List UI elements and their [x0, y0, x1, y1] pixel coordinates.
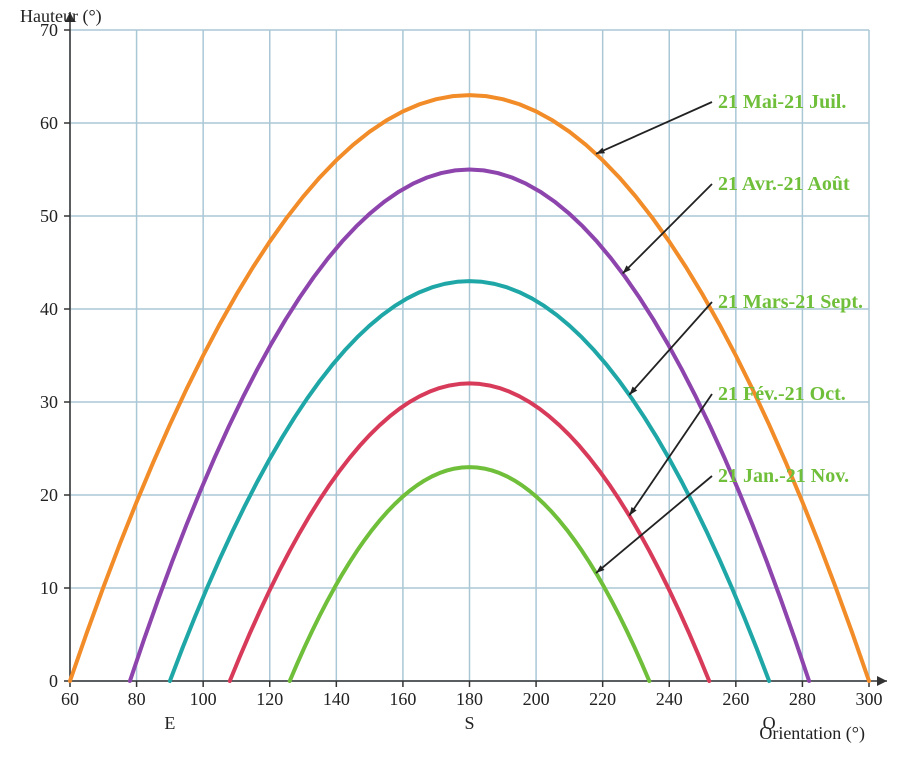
x-tick-label: 220: [589, 689, 616, 709]
x-tick-label: 300: [856, 689, 883, 709]
y-tick-label: 20: [40, 485, 58, 505]
legend-label-may_jul: 21 Mai-21 Juil.: [718, 91, 846, 113]
leader-arrow: [629, 507, 636, 516]
direction-label: E: [164, 713, 175, 733]
axes: 6080100120140160180200220240260280300ESO…: [20, 6, 887, 744]
legend-label-feb_oct: 21 Fév.-21 Oct.: [718, 383, 846, 405]
y-axis-label: Hauteur (°): [20, 6, 102, 27]
y-tick-label: 50: [40, 206, 58, 226]
x-tick-label: 160: [389, 689, 416, 709]
x-tick-label: 120: [256, 689, 283, 709]
direction-label: S: [464, 713, 474, 733]
legend-label-jan_nov: 21 Jan.-21 Nov.: [718, 465, 849, 487]
y-tick-label: 60: [40, 113, 58, 133]
x-tick-label: 280: [789, 689, 816, 709]
x-tick-label: 180: [456, 689, 483, 709]
x-axis-label: Orientation (°): [759, 723, 865, 744]
y-tick-label: 40: [40, 299, 58, 319]
grid: [70, 30, 869, 681]
y-tick-label: 10: [40, 578, 58, 598]
x-tick-label: 240: [656, 689, 683, 709]
leader-arrow: [596, 148, 605, 154]
chart-svg: 6080100120140160180200220240260280300ESO…: [0, 0, 909, 781]
legend-label-apr_aug: 21 Avr.-21 Août: [718, 173, 850, 195]
solar-elevation-chart: 6080100120140160180200220240260280300ESO…: [0, 0, 909, 781]
leader-line: [596, 102, 712, 154]
y-tick-label: 30: [40, 392, 58, 412]
x-tick-label: 260: [722, 689, 749, 709]
legend-label-mar_sep: 21 Mars-21 Sept.: [718, 291, 863, 313]
x-tick-label: 60: [61, 689, 79, 709]
x-tick-label: 200: [523, 689, 550, 709]
x-tick-label: 140: [323, 689, 350, 709]
legend: 21 Mai-21 Juil. 21 Avr.-21 Août 21 Mars-21…: [596, 91, 863, 573]
x-tick-label: 100: [190, 689, 217, 709]
x-tick-label: 80: [128, 689, 146, 709]
y-tick-label: 0: [49, 671, 58, 691]
leader-line: [629, 302, 712, 395]
